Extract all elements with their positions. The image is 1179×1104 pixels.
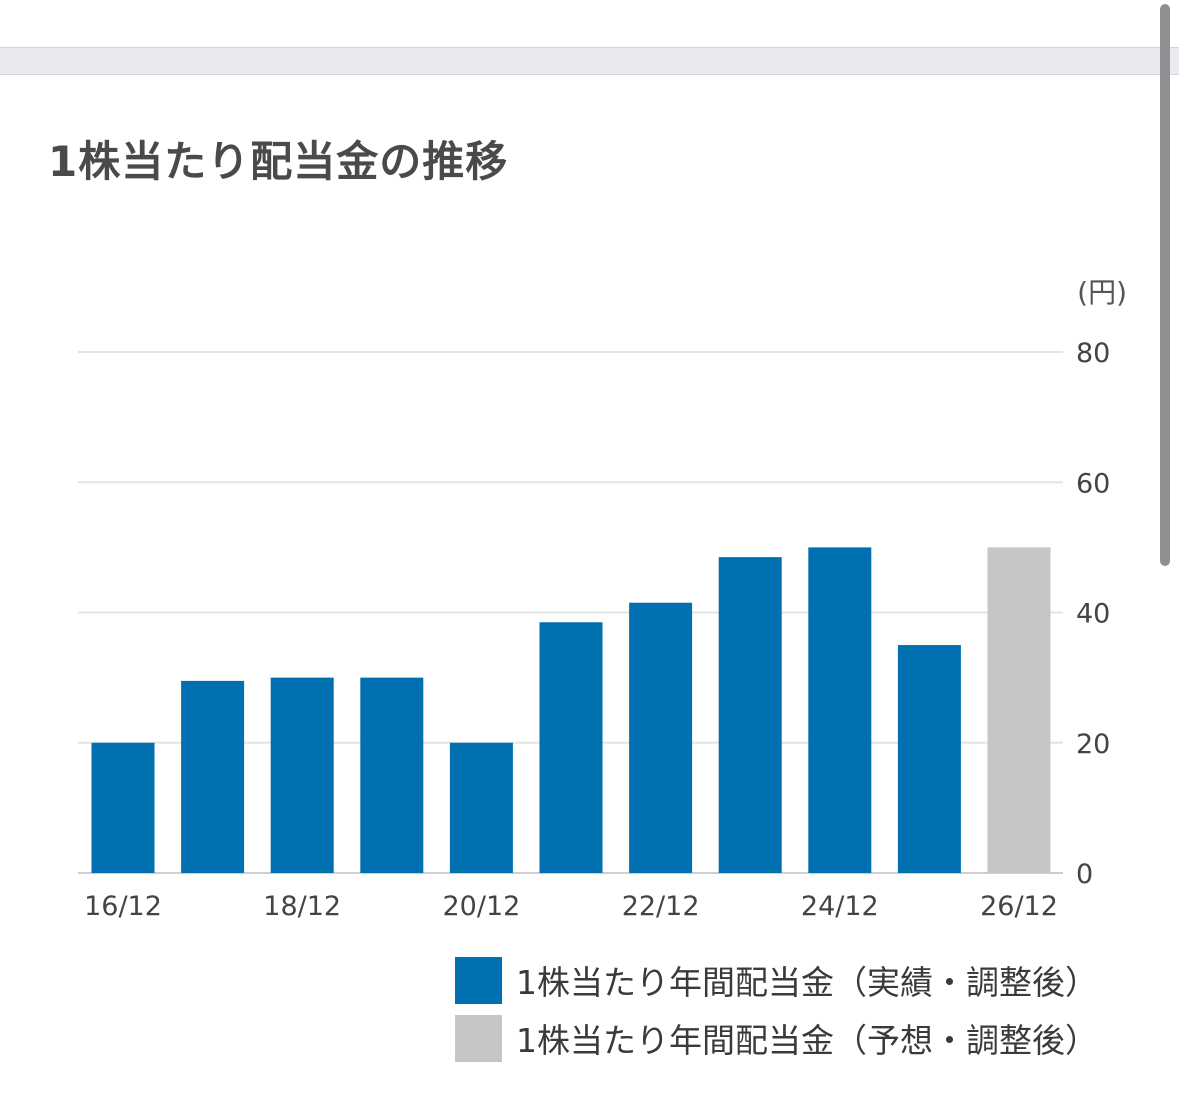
x-tick-label: 26/12 [980, 891, 1058, 922]
bar-actual [360, 677, 424, 873]
legend-label-forecast: 1株当たり年間配当金（予想・調整後） [516, 1021, 1098, 1060]
bar-actual [449, 742, 513, 873]
y-tick-label: 0 [1076, 859, 1093, 890]
y-tick-label: 20 [1076, 729, 1110, 760]
scrollbar[interactable] [1160, 4, 1170, 566]
top-divider-band [0, 47, 1179, 75]
bar-forecast [987, 547, 1051, 873]
bar-actual [181, 680, 245, 873]
bar-actual [629, 602, 693, 873]
legend-swatch-forecast [455, 1014, 502, 1062]
legend-label-actual: 1株当たり年間配当金（実績・調整後） [516, 963, 1098, 1002]
axis-labels: (円) 0 20 40 60 80 16/12 18/12 20/12 22/12 24/12 26/… [84, 276, 1127, 922]
x-tick-label: 20/12 [442, 891, 520, 922]
bar-actual [897, 645, 961, 873]
x-tick-label: 18/12 [263, 891, 341, 922]
legend-item-forecast: 1株当たり年間配当金（予想・調整後） [455, 1014, 1098, 1062]
bar-actual [808, 547, 872, 873]
bar-actual [91, 742, 155, 873]
y-tick-label: 80 [1076, 338, 1110, 369]
y-tick-label: 40 [1076, 599, 1110, 630]
bar-actual [270, 677, 334, 873]
chart-title: 1株当たり配当金の推移 [48, 137, 509, 186]
x-tick-label: 22/12 [622, 891, 700, 922]
y-tick-label: 60 [1076, 468, 1110, 499]
legend: 1株当たり年間配当金（実績・調整後） 1株当たり年間配当金（予想・調整後） [455, 956, 1098, 1072]
x-tick-label: 16/12 [84, 891, 162, 922]
bar-actual [539, 622, 603, 873]
x-tick-label: 24/12 [801, 891, 879, 922]
bars [91, 547, 1051, 873]
y-axis-unit-label: (円) [1077, 276, 1127, 309]
dividend-bar-chart: (円) 0 20 40 60 80 16/12 18/12 20/12 22/12 24/12 26/… [78, 276, 1127, 922]
legend-swatch-actual [455, 956, 502, 1004]
legend-item-actual: 1株当たり年間配当金（実績・調整後） [455, 956, 1098, 1004]
bar-actual [718, 557, 782, 873]
